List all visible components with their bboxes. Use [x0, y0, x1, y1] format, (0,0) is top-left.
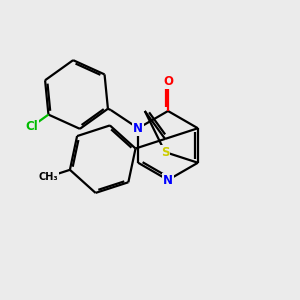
Text: CH₃: CH₃	[39, 172, 58, 182]
Text: Cl: Cl	[25, 120, 38, 133]
Text: S: S	[161, 146, 169, 159]
Text: N: N	[163, 173, 173, 187]
Text: O: O	[163, 75, 173, 88]
Text: N: N	[133, 122, 143, 135]
